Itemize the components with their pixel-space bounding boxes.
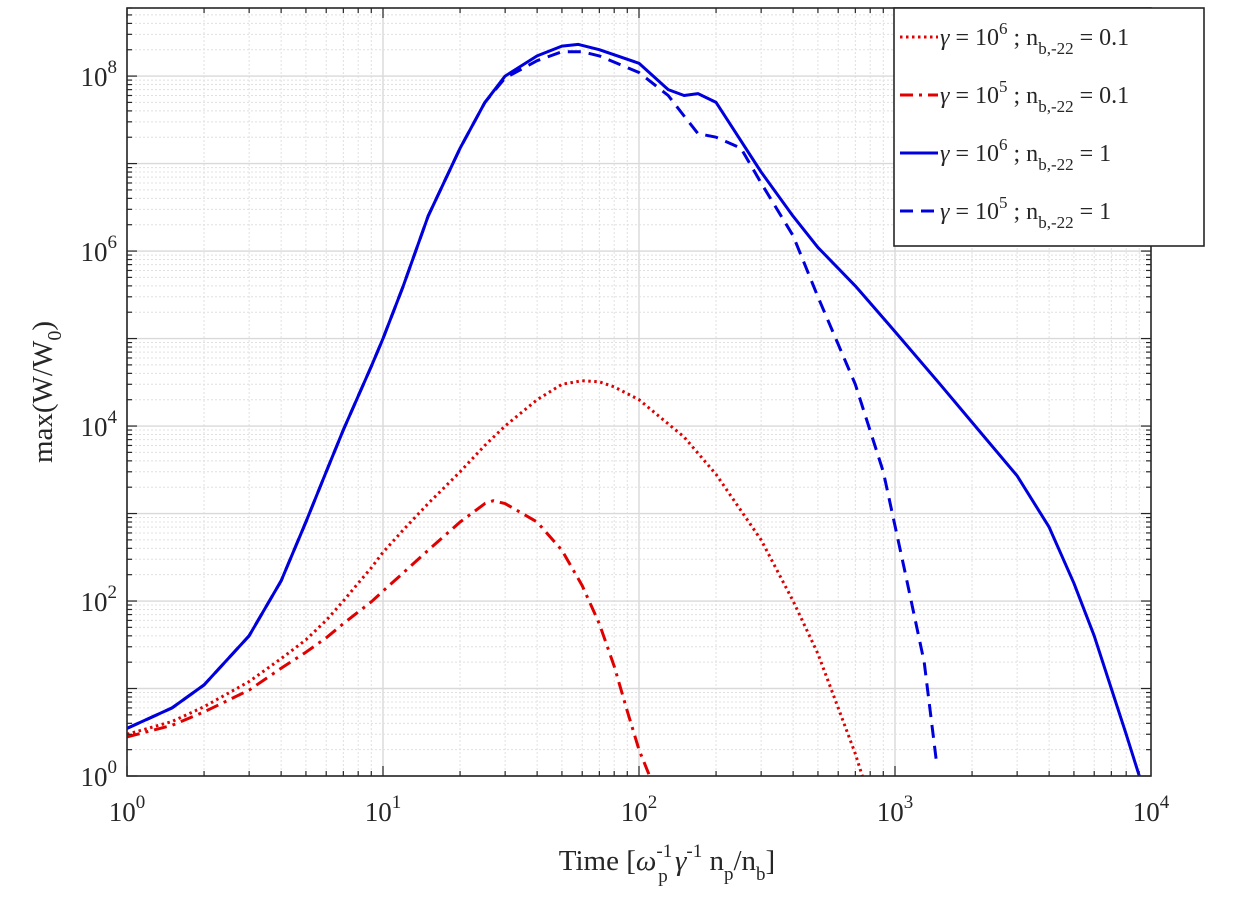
x-tick-label: 100 bbox=[109, 792, 146, 827]
y-tick-label: 106 bbox=[81, 232, 118, 267]
x-axis-label-omega-sub: p bbox=[658, 866, 668, 887]
y-tick-label: 108 bbox=[81, 57, 118, 92]
y-tick-label: 104 bbox=[81, 407, 118, 442]
x-axis-label-n1: n bbox=[709, 845, 724, 877]
series-line-2 bbox=[127, 499, 651, 776]
x-tick-label: 104 bbox=[1133, 792, 1170, 827]
legend: γ = 106 ; nb,-22 = 0.1 γ = 105 ; nb,-22 =… bbox=[893, 7, 1205, 247]
x-axis-label-n1-sub: p bbox=[724, 864, 734, 885]
series-layer bbox=[127, 42, 1141, 776]
y-tick-label: 100 bbox=[81, 757, 118, 792]
series-line-4 bbox=[127, 50, 938, 761]
x-axis-label-gamma: γ bbox=[675, 845, 688, 877]
series-line-3 bbox=[127, 42, 1141, 776]
legend-entry-4: γ = 105 ; nb,-22 = 1 bbox=[940, 193, 1111, 232]
legend-entry-2: γ = 105 ; nb,-22 = 0.1 bbox=[940, 77, 1129, 116]
x-tick-label: 103 bbox=[877, 792, 914, 827]
tick-labels: 100 101 102 103 104 100 102 104 106 108 bbox=[81, 57, 1170, 827]
y-tick-label: 102 bbox=[81, 582, 118, 617]
series-line-1 bbox=[127, 379, 864, 776]
x-tick-label: 101 bbox=[365, 792, 402, 827]
x-axis-label-suffix: ] bbox=[766, 845, 776, 877]
x-axis-label-n2: n bbox=[742, 845, 757, 877]
x-axis-label-omega: ω bbox=[636, 845, 656, 877]
y-axis-label: max(W/W0) bbox=[27, 321, 66, 463]
legend-box bbox=[893, 7, 1205, 247]
legend-entry-3: γ = 106 ; nb,-22 = 1 bbox=[940, 135, 1111, 174]
x-axis-label-omega-sup: -1 bbox=[656, 841, 672, 862]
x-axis-label-gamma-sup: -1 bbox=[686, 841, 702, 862]
legend-entry-1: γ = 106 ; nb,-22 = 0.1 bbox=[940, 19, 1129, 58]
y-axis-label-close: ) bbox=[27, 321, 59, 331]
y-axis-label-sub: 0 bbox=[44, 331, 66, 341]
x-axis-label-slash: / bbox=[733, 845, 742, 877]
x-axis-label-prefix: Time [ bbox=[559, 845, 636, 877]
x-tick-label: 102 bbox=[621, 792, 658, 827]
y-axis-label-main: max(W/W bbox=[27, 340, 59, 463]
x-axis-label: Time [ω-1 p γ-1 np/nb] bbox=[559, 841, 775, 887]
axis-ticks bbox=[126, 7, 1151, 777]
grid bbox=[126, 7, 1151, 777]
x-axis-label-n2-sub: b bbox=[756, 864, 766, 885]
